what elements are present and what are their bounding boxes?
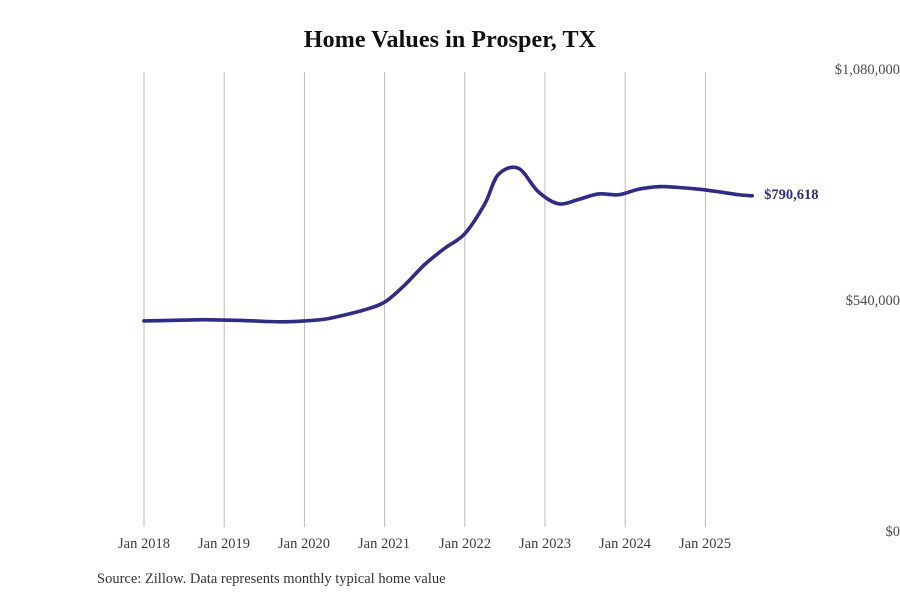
y-axis-tick-label-bottom: $0 xyxy=(885,524,900,540)
x-axis-tick-label-jan-2018: Jan 2018 xyxy=(118,536,170,552)
chart-title: Home Values in Prosper, TX xyxy=(303,27,597,53)
x-axis-tick-label-jan-2020: Jan 2020 xyxy=(278,536,330,552)
x-axis-tick-label-jan-2021: Jan 2021 xyxy=(358,536,410,552)
x-axis-tick-label-jan-2024: Jan 2024 xyxy=(599,536,651,552)
gridlines-group xyxy=(143,72,706,527)
x-axis-tick-label-jan-2019: Jan 2019 xyxy=(198,536,250,552)
end-value-annotation: $790,618 xyxy=(764,186,819,203)
line-series-typical-home-value xyxy=(142,165,754,324)
x-axis-tick-label-jan-2022: Jan 2022 xyxy=(439,536,491,552)
x-axis-tick-label-jan-2025: Jan 2025 xyxy=(679,536,731,552)
y-axis-tick-label-top: $1,080,000 xyxy=(834,62,900,78)
y-axis-tick-label-middle: $540,000 xyxy=(845,293,900,309)
x-axis-tick-label-jan-2023: Jan 2023 xyxy=(519,536,571,552)
source-note: Source: Zillow. Data represents monthly … xyxy=(97,571,446,587)
